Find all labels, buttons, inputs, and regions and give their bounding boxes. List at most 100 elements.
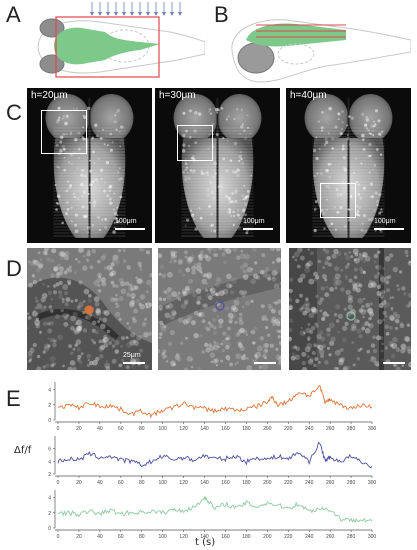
eye-left	[39, 18, 65, 38]
x-tick-label: 160	[221, 534, 230, 540]
trace-line-2	[57, 441, 373, 469]
otic-lateral	[277, 43, 315, 65]
roi-marker	[215, 301, 225, 311]
scale-bar	[383, 362, 405, 364]
x-tick-label: 20	[76, 426, 82, 432]
x-tick-label: 80	[139, 534, 145, 540]
y-tick-label: 2	[48, 511, 51, 517]
brain-slice-40um: h=40μm 100μm	[286, 88, 411, 243]
x-tick-label: 140	[200, 480, 209, 486]
eye-lateral	[237, 42, 275, 74]
x-tick-label: 120	[179, 480, 188, 486]
x-tick-label: 300	[368, 534, 377, 540]
zoom-tissue	[27, 248, 152, 370]
x-axis-label: t (s)	[195, 537, 216, 548]
zoom-tissue	[289, 248, 411, 370]
scale-bar	[243, 228, 273, 230]
scale-label: 25μm	[123, 352, 141, 359]
x-tick-label: 40	[97, 480, 103, 486]
zoom-view-3	[289, 248, 411, 370]
x-tick-label: 200	[263, 480, 272, 486]
roi-marker	[346, 311, 356, 321]
scale-bar	[254, 362, 276, 364]
zoom-region-box	[41, 110, 87, 154]
panel-label-d: D	[6, 256, 22, 281]
x-tick-label: 100	[158, 480, 167, 486]
x-tick-label: 200	[263, 426, 272, 432]
scale-bar	[374, 228, 404, 230]
x-tick-label: 260	[326, 534, 335, 540]
depth-label: h=30μm	[159, 90, 196, 101]
x-tick-label: 180	[242, 426, 251, 432]
brain-tissue	[304, 94, 393, 238]
x-tick-label: 40	[97, 426, 103, 432]
scale-label: 100μm	[115, 218, 137, 225]
x-tick-label: 100	[158, 426, 167, 432]
x-tick-label: 220	[284, 426, 293, 432]
scale-bar	[123, 362, 145, 364]
x-tick-label: 100	[158, 534, 167, 540]
x-tick-label: 180	[242, 480, 251, 486]
y-tick-label: 2	[48, 403, 51, 409]
x-tick-label: 240	[305, 426, 314, 432]
depth-label: h=40μm	[290, 90, 327, 101]
x-tick-label: 260	[326, 480, 335, 486]
x-tick-label: 60	[118, 534, 124, 540]
x-tick-label: 180	[242, 534, 251, 540]
x-tick-label: 120	[179, 534, 188, 540]
panel-label-a: A	[6, 2, 21, 27]
imaging-field-box	[55, 16, 160, 78]
x-tick-label: 20	[76, 534, 82, 540]
x-tick-label: 240	[305, 534, 314, 540]
zebrafish-dorsal-diagram	[37, 2, 205, 78]
zoom-tissue	[158, 248, 281, 370]
brain-slice-20um: h=20μm 100μm	[27, 88, 152, 243]
x-tick-label: 120	[179, 426, 188, 432]
y-tick-label: 6	[48, 447, 51, 453]
depth-label: h=20μm	[31, 90, 68, 101]
panel-label-e: E	[6, 386, 21, 411]
zoom-region-box	[320, 183, 356, 218]
x-tick-label: 0	[57, 534, 60, 540]
x-tick-label: 240	[305, 480, 314, 486]
x-tick-label: 160	[221, 426, 230, 432]
zoom-view-2	[158, 248, 281, 370]
x-tick-label: 60	[118, 426, 124, 432]
y-axis-label: Δf/f	[14, 445, 32, 456]
brain-slice-30um: h=30μm 100μm	[155, 88, 280, 243]
x-tick-label: 200	[263, 534, 272, 540]
brain-region	[54, 27, 160, 65]
x-tick-label: 0	[57, 426, 60, 432]
scale-label: 100μm	[243, 218, 265, 225]
y-tick-label: 4	[48, 388, 51, 394]
panel-label-b: B	[214, 2, 229, 27]
x-tick-label: 40	[97, 534, 103, 540]
zoom-view-1: 25μm	[27, 248, 152, 370]
x-tick-label: 80	[139, 426, 145, 432]
brain-lateral	[246, 23, 346, 47]
x-tick-label: 140	[200, 426, 209, 432]
scale-label: 100μm	[374, 218, 396, 225]
trace-line-1	[57, 384, 373, 419]
x-tick-label: 280	[347, 534, 356, 540]
laser-arrows	[90, 2, 182, 16]
x-tick-label: 220	[284, 534, 293, 540]
y-tick-label: 2	[48, 472, 51, 478]
x-tick-label: 140	[200, 534, 209, 540]
x-tick-label: 280	[347, 480, 356, 486]
y-tick-label: 4	[48, 496, 51, 502]
zoom-region-box	[177, 125, 213, 161]
x-tick-label: 160	[221, 480, 230, 486]
x-tick-label: 260	[326, 426, 335, 432]
x-tick-label: 220	[284, 480, 293, 486]
x-tick-label: 300	[368, 426, 377, 432]
trace-line-3	[57, 495, 373, 524]
y-tick-label: 4	[48, 459, 51, 465]
y-tick-label: 0	[48, 526, 51, 532]
x-tick-label: 0	[57, 480, 60, 486]
brain-tissue	[45, 94, 134, 238]
y-tick-label: 0	[48, 418, 51, 424]
